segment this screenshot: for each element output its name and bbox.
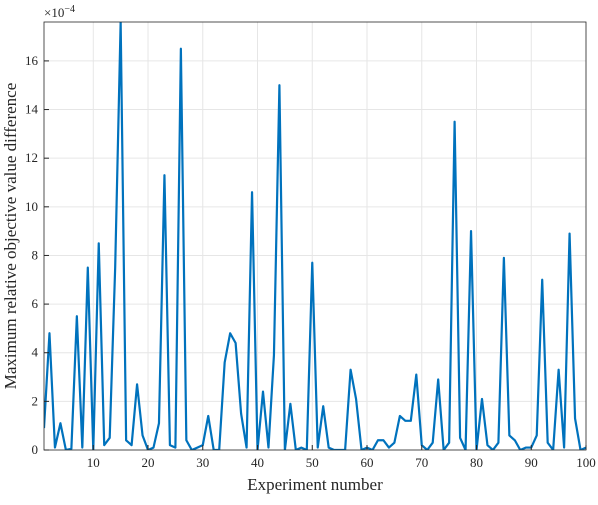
y-multiplier: ×10−4 xyxy=(44,4,75,20)
data-line xyxy=(44,22,586,450)
x-axis-label: Experiment number xyxy=(247,475,383,494)
x-tick-label: 90 xyxy=(525,455,538,470)
y-axis-label: Maximum relative objective value differe… xyxy=(1,83,20,390)
x-tick-label: 100 xyxy=(576,455,596,470)
x-tick-label: 80 xyxy=(470,455,483,470)
multiplier-exponent: −4 xyxy=(64,4,75,15)
x-tick-label: 40 xyxy=(251,455,264,470)
y-tick-label: 12 xyxy=(25,150,38,165)
y-tick-label: 4 xyxy=(32,345,39,360)
plot-area xyxy=(44,22,586,450)
x-tick-label: 20 xyxy=(142,455,155,470)
axes-box xyxy=(43,21,587,451)
x-tick-label: 30 xyxy=(196,455,209,470)
x-tick-label: 50 xyxy=(306,455,319,470)
x-tick-label: 70 xyxy=(415,455,428,470)
x-tick-label: 60 xyxy=(361,455,374,470)
multiplier-base: ×10 xyxy=(44,5,64,20)
y-tick-label: 16 xyxy=(25,53,39,68)
x-tick-label: 10 xyxy=(87,455,100,470)
y-tick-label: 2 xyxy=(32,393,39,408)
y-tick-label: 6 xyxy=(32,296,39,311)
y-tick-label: 14 xyxy=(25,102,39,117)
y-tick-label: 8 xyxy=(32,247,39,262)
y-tick-label: 10 xyxy=(25,199,38,214)
y-tick-label: 0 xyxy=(32,442,39,457)
